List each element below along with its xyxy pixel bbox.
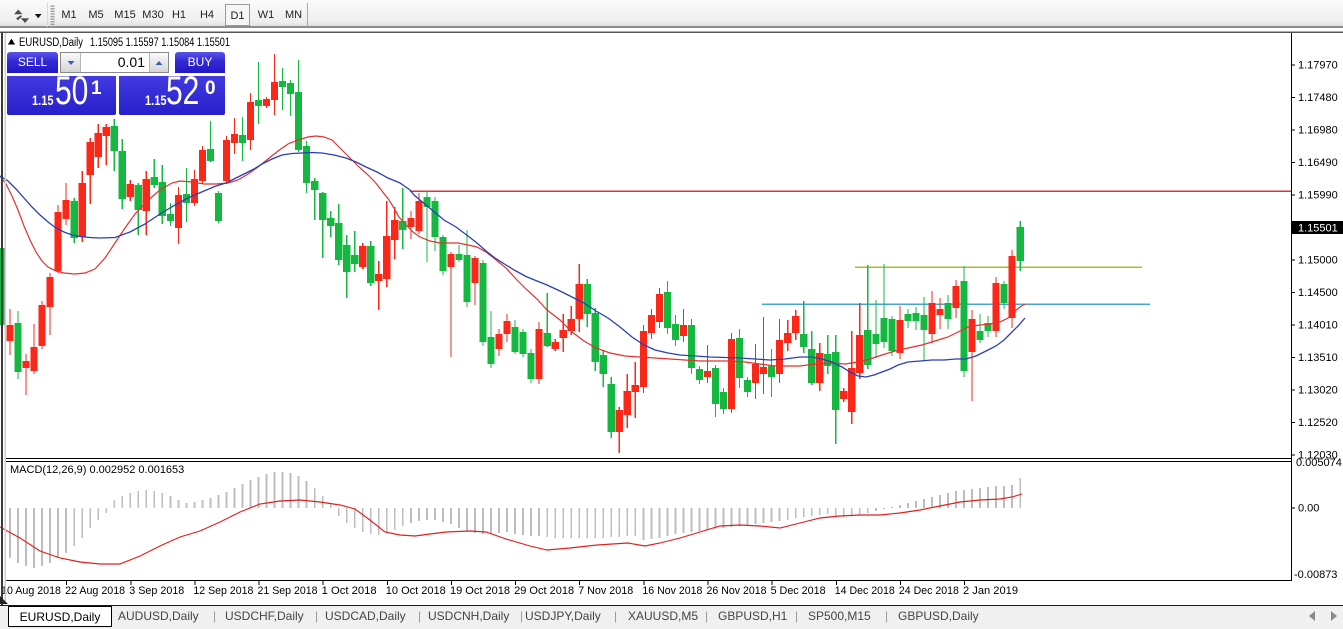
svg-text:1.17480: 1.17480 (1298, 92, 1338, 104)
svg-text:19 Oct 2018: 19 Oct 2018 (450, 585, 510, 597)
svg-text:1.17970: 1.17970 (1298, 60, 1338, 72)
svg-text:1.15000: 1.15000 (1298, 255, 1338, 267)
svg-text:1.13020: 1.13020 (1298, 385, 1338, 397)
svg-text:16 Nov 2018: 16 Nov 2018 (642, 585, 702, 597)
svg-text:2 Jan 2019: 2 Jan 2019 (963, 585, 1018, 597)
svg-text:1.12030: 1.12030 (1298, 450, 1338, 462)
svg-text:3 Sep 2018: 3 Sep 2018 (129, 585, 184, 597)
svg-text:MACD(12,26,9) 0.002952 0.00165: MACD(12,26,9) 0.002952 0.001653 (10, 464, 184, 476)
svg-text:5 Dec 2018: 5 Dec 2018 (771, 585, 826, 597)
svg-text:10 Oct 2018: 10 Oct 2018 (386, 585, 446, 597)
svg-text:1.14010: 1.14010 (1298, 320, 1338, 332)
svg-text:1 Oct 2018: 1 Oct 2018 (322, 585, 377, 597)
svg-text:1.12520: 1.12520 (1298, 417, 1338, 429)
svg-text:1.15501: 1.15501 (1298, 223, 1338, 235)
svg-text:12 Sep 2018: 12 Sep 2018 (193, 585, 253, 597)
svg-text:7 Nov 2018: 7 Nov 2018 (578, 585, 633, 597)
svg-text:1.16490: 1.16490 (1298, 157, 1338, 169)
svg-text:22 Aug 2018: 22 Aug 2018 (65, 585, 125, 597)
svg-text:1.13510: 1.13510 (1298, 352, 1338, 364)
svg-text:29 Oct 2018: 29 Oct 2018 (514, 585, 574, 597)
svg-text:-0.00873: -0.00873 (1294, 569, 1337, 581)
svg-text:14 Dec 2018: 14 Dec 2018 (835, 585, 895, 597)
svg-text:1.16980: 1.16980 (1298, 125, 1338, 137)
svg-text:26 Nov 2018: 26 Nov 2018 (707, 585, 767, 597)
svg-text:24 Dec 2018: 24 Dec 2018 (899, 585, 959, 597)
svg-text:21 Sep 2018: 21 Sep 2018 (258, 585, 318, 597)
svg-text:1.15095 1.15597 1.15084 1.1550: 1.15095 1.15597 1.15084 1.15501 (90, 37, 230, 49)
svg-text:0.00: 0.00 (1298, 503, 1319, 515)
svg-text:1.15990: 1.15990 (1298, 190, 1338, 202)
svg-text:10 Aug 2018: 10 Aug 2018 (1, 585, 61, 597)
svg-text:1.14500: 1.14500 (1298, 287, 1338, 299)
svg-text:EURUSD,Daily: EURUSD,Daily (19, 37, 83, 49)
svg-text:0.005074: 0.005074 (1296, 457, 1342, 469)
